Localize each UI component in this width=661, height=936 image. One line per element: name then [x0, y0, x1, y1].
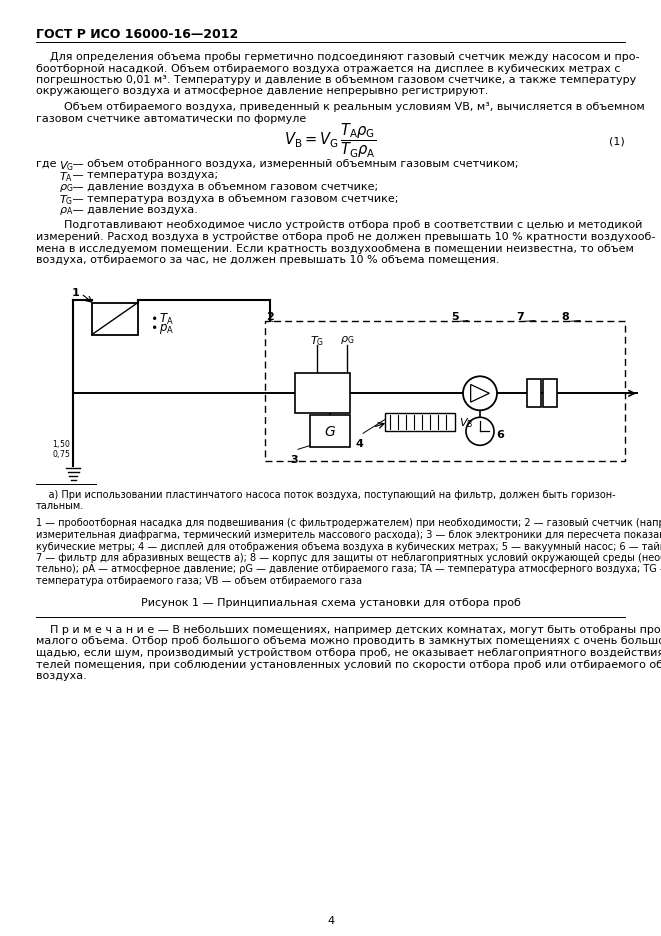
Text: $V_{\rm B}$: $V_{\rm B}$: [459, 417, 473, 431]
Text: воздуха.: воздуха.: [36, 671, 87, 681]
Bar: [527, 379, 541, 407]
Text: окружающего воздуха и атмосферное давление непрерывно регистрируют.: окружающего воздуха и атмосферное давлен…: [36, 86, 488, 96]
Text: 4: 4: [327, 916, 334, 926]
Bar: [295, 373, 350, 414]
Text: 6: 6: [496, 431, 504, 440]
Text: 3: 3: [290, 455, 297, 465]
Text: 4: 4: [355, 439, 363, 449]
Text: $V_{\rm G}$: $V_{\rm G}$: [59, 159, 74, 173]
Text: 7: 7: [516, 313, 524, 323]
Text: $1,\!50$: $1,\!50$: [52, 437, 71, 449]
Text: $T_{\rm G}$: $T_{\rm G}$: [59, 194, 73, 207]
Text: температура отбираемого газа; VB — объем отбираемого газа: температура отбираемого газа; VB — объем…: [36, 576, 362, 586]
Text: а) При использовании пластинчатого насоса поток воздуха, поступающий на фильтр, : а) При использовании пластинчатого насос…: [36, 490, 615, 500]
Text: измерений. Расход воздуха в устройстве отбора проб не должен превышать 10 % крат: измерений. Расход воздуха в устройстве о…: [36, 232, 655, 242]
Bar: [92, 302, 138, 334]
Text: $\rho_{\rm G}$: $\rho_{\rm G}$: [59, 182, 73, 194]
Text: кубические метры; 4 — дисплей для отображения объема воздуха в кубических метрах: кубические метры; 4 — дисплей для отобра…: [36, 542, 661, 551]
Text: П р и м е ч а н и е — В небольших помещениях, например детских комнатах, могут б: П р и м е ч а н и е — В небольших помеще…: [36, 625, 661, 635]
Text: воздуха, отбираемого за час, не должен превышать 10 % объема помещения.: воздуха, отбираемого за час, не должен п…: [36, 255, 500, 265]
Text: тельно); ρА — атмосферное давление; ρG — давление отбираемого газа; TA — темпера: тельно); ρА — атмосферное давление; ρG —…: [36, 564, 661, 575]
Text: ГОСТ Р ИСО 16000-16—2012: ГОСТ Р ИСО 16000-16—2012: [36, 28, 238, 41]
Text: Подготавливают необходимое число устройств отбора проб в соответствии с целью и : Подготавливают необходимое число устройс…: [36, 221, 642, 230]
Text: G: G: [325, 425, 335, 439]
Text: (1): (1): [609, 137, 625, 147]
Text: — температура воздуха;: — температура воздуха;: [69, 170, 218, 181]
Text: 8: 8: [561, 313, 569, 323]
Bar: [310, 416, 350, 447]
Text: $V_{\rm B} = V_{\rm G}\,\dfrac{T_{\rm A}\rho_{\rm G}}{T_{\rm G}\rho_{\rm A}}$: $V_{\rm B} = V_{\rm G}\,\dfrac{T_{\rm A}…: [284, 122, 376, 160]
Text: газовом счетчике автоматически по формуле: газовом счетчике автоматически по формул…: [36, 113, 306, 124]
Text: телей помещения, при соблюдении установленных условий по скорости отбора проб ил: телей помещения, при соблюдении установл…: [36, 660, 661, 669]
Text: тальным.: тальным.: [36, 501, 84, 511]
Text: 5: 5: [451, 313, 459, 323]
Text: 2: 2: [266, 313, 274, 323]
Text: $\bullet\,T_{\rm A}$: $\bullet\,T_{\rm A}$: [150, 312, 174, 327]
Text: 1 — пробоотборная насадка для подвешивания (с фильтродержателем) при необходимос: 1 — пробоотборная насадка для подвешиван…: [36, 519, 661, 529]
Text: Рисунок 1 — Принципиальная схема установки для отбора проб: Рисунок 1 — Принципиальная схема установ…: [141, 597, 520, 607]
Text: $T_{\rm A}$: $T_{\rm A}$: [59, 170, 73, 184]
Text: — давление воздуха в объемном газовом счетчике;: — давление воздуха в объемном газовом сч…: [69, 182, 378, 192]
Text: $\rho_{\rm A}$: $\rho_{\rm A}$: [59, 205, 73, 217]
Text: мена в исследуемом помещении. Если кратность воздухообмена в помещении неизвестн: мена в исследуемом помещении. Если кратн…: [36, 243, 634, 254]
Text: погрешностью 0,01 м³. Температуру и давление в объемном газовом счетчике, а такж: погрешностью 0,01 м³. Температуру и давл…: [36, 75, 637, 85]
Text: $0,\!75$: $0,\!75$: [52, 447, 71, 460]
Text: Объем отбираемого воздуха, приведенный к реальным условиям VB, м³, вычисляется в: Объем отбираемого воздуха, приведенный к…: [36, 102, 644, 112]
Text: боотборной насадкой. Объем отбираемого воздуха отражается на дисплее в кубически: боотборной насадкой. Объем отбираемого в…: [36, 64, 621, 74]
Text: — объем отобранного воздуха, измеренный объемным газовым счетчиком;: — объем отобранного воздуха, измеренный …: [69, 159, 518, 169]
Text: $\rho_{\rm G}$: $\rho_{\rm G}$: [340, 334, 354, 346]
Text: где: где: [36, 159, 60, 169]
Text: измерительная диафрагма, термический измеритель массового расхода); 3 — блок эле: измерительная диафрагма, термический изм…: [36, 530, 661, 540]
Text: 7 — фильтр для абразивных веществ а); 8 — корпус для защиты от неблагоприятных у: 7 — фильтр для абразивных веществ а); 8 …: [36, 553, 661, 563]
Bar: [543, 379, 557, 407]
Text: — давление воздуха.: — давление воздуха.: [69, 205, 198, 215]
Circle shape: [463, 376, 497, 410]
Text: малого объема. Отбор проб большого объема можно проводить в замкнутых помещениях: малого объема. Отбор проб большого объем…: [36, 636, 661, 647]
Bar: [265, 320, 625, 461]
Text: $T_{\rm G}$: $T_{\rm G}$: [310, 334, 324, 348]
Bar: [385, 414, 455, 431]
Text: — температура воздуха в объемном газовом счетчике;: — температура воздуха в объемном газовом…: [69, 194, 399, 203]
Text: 1: 1: [72, 288, 80, 299]
Text: $\bullet\,p_{\rm A}$: $\bullet\,p_{\rm A}$: [150, 323, 175, 337]
Circle shape: [466, 417, 494, 446]
Text: Для определения объема пробы герметично подсоединяют газовый счетчик между насос: Для определения объема пробы герметично …: [50, 52, 639, 62]
Text: щадью, если шум, производимый устройством отбора проб, не оказывает неблагоприят: щадью, если шум, производимый устройство…: [36, 648, 661, 658]
